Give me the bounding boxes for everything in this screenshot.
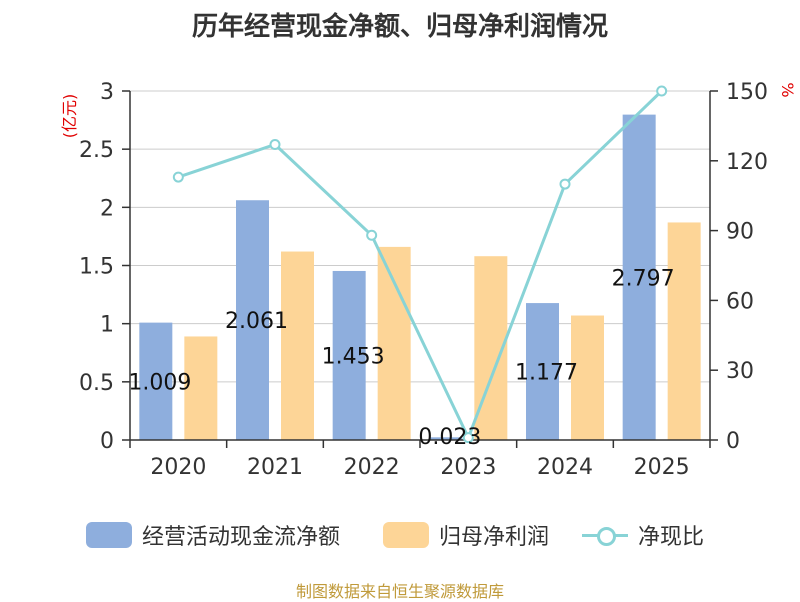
ratio-point[interactable] xyxy=(172,171,184,183)
x-tick-label: 2025 xyxy=(634,455,690,480)
bar[interactable] xyxy=(667,222,701,440)
gridlines xyxy=(130,90,710,383)
bar[interactable] xyxy=(526,303,559,440)
legend-item-profit[interactable]: 归母净利润 xyxy=(383,515,549,555)
legend-swatch-ratio xyxy=(582,522,628,548)
bar-value-label: 1.177 xyxy=(515,361,578,386)
bar-value-label: 1.453 xyxy=(322,344,385,369)
ratio-point[interactable] xyxy=(269,139,281,151)
x-tick-label: 2024 xyxy=(537,455,593,480)
bars xyxy=(139,114,701,441)
data-source-note: 制图数据来自恒生聚源数据库 xyxy=(295,582,504,601)
y-right-tick-label: 120 xyxy=(726,150,768,175)
bar-value-label: 2.797 xyxy=(612,266,675,291)
y-left-tick-label: 3 xyxy=(100,80,114,105)
chart-title: 历年经营现金净额、归母净利润情况 xyxy=(191,12,608,42)
ratio-line xyxy=(172,85,668,444)
bar[interactable] xyxy=(571,315,604,440)
bar[interactable] xyxy=(236,200,269,440)
y-left-tick-label: 2.5 xyxy=(79,138,114,163)
bar-value-label: 1.009 xyxy=(128,370,191,395)
ratio-point[interactable] xyxy=(559,178,571,190)
bar[interactable] xyxy=(281,251,314,440)
ratio-point[interactable] xyxy=(462,432,474,444)
bar-value-label: 2.061 xyxy=(225,309,288,334)
bar[interactable] xyxy=(184,336,218,440)
legend-label-profit: 归母净利润 xyxy=(439,525,550,550)
y-right-tick-label: 150 xyxy=(726,80,768,105)
ratio-point[interactable] xyxy=(366,229,378,241)
legend-label-cashflow: 经营活动现金流净额 xyxy=(142,525,341,550)
y-left-axis-label: (亿元) xyxy=(60,94,79,139)
y-left-tick-label: 1 xyxy=(100,313,114,338)
bar[interactable] xyxy=(377,246,411,440)
x-tick-label: 2022 xyxy=(344,455,400,480)
data-labels: 1.009 2.061 1.453 0.023 1.177 2.797 xyxy=(128,266,674,450)
y-right-tick-label: 0 xyxy=(726,429,740,454)
legend-label-ratio: 净现比 xyxy=(638,525,705,550)
legend-swatch-profit xyxy=(383,522,429,548)
bar[interactable] xyxy=(429,437,463,440)
y-left-tick-label: 1.5 xyxy=(79,255,114,280)
x-tick-label: 2021 xyxy=(247,455,303,480)
ratio-line-path xyxy=(177,89,663,442)
legend-item-cashflow[interactable]: 经营活动现金流净额 xyxy=(86,515,340,555)
y-right-tick-label: 90 xyxy=(726,220,754,245)
y-left-tick-label: 0.5 xyxy=(79,371,114,396)
ratio-point[interactable] xyxy=(656,85,668,97)
bar[interactable] xyxy=(622,114,656,441)
y-right-tick-label: 60 xyxy=(726,289,754,314)
bar[interactable] xyxy=(332,270,366,440)
legend-item-ratio[interactable]: 净现比 xyxy=(582,515,704,555)
x-tick-label: 2023 xyxy=(440,455,496,480)
y-left-tick-label: 0 xyxy=(100,429,114,454)
legend: 经营活动现金流净额 归母净利润 净现比 xyxy=(0,515,800,555)
x-tick-label: 2020 xyxy=(150,455,206,480)
y-right-tick-label: 30 xyxy=(726,359,754,384)
legend-swatch-cashflow xyxy=(86,522,132,548)
bar-value-label: 0.023 xyxy=(418,425,481,450)
y-left-tick-label: 2 xyxy=(100,196,114,221)
y-right-axis-label: % xyxy=(778,82,797,97)
bar[interactable] xyxy=(139,322,173,440)
